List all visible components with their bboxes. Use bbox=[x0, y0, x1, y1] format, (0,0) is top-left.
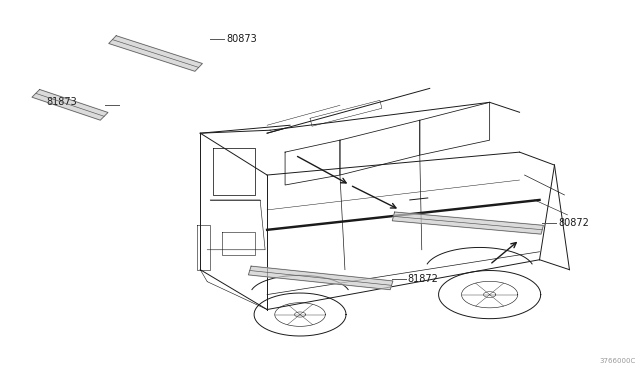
Text: 80872: 80872 bbox=[558, 218, 589, 228]
Text: 81873: 81873 bbox=[47, 96, 77, 106]
Text: 3766000C: 3766000C bbox=[600, 358, 636, 364]
Polygon shape bbox=[392, 212, 543, 234]
Polygon shape bbox=[109, 36, 202, 71]
Text: 80873: 80873 bbox=[226, 34, 257, 44]
Text: 81872: 81872 bbox=[408, 274, 438, 284]
Polygon shape bbox=[32, 90, 108, 120]
Polygon shape bbox=[248, 266, 393, 290]
